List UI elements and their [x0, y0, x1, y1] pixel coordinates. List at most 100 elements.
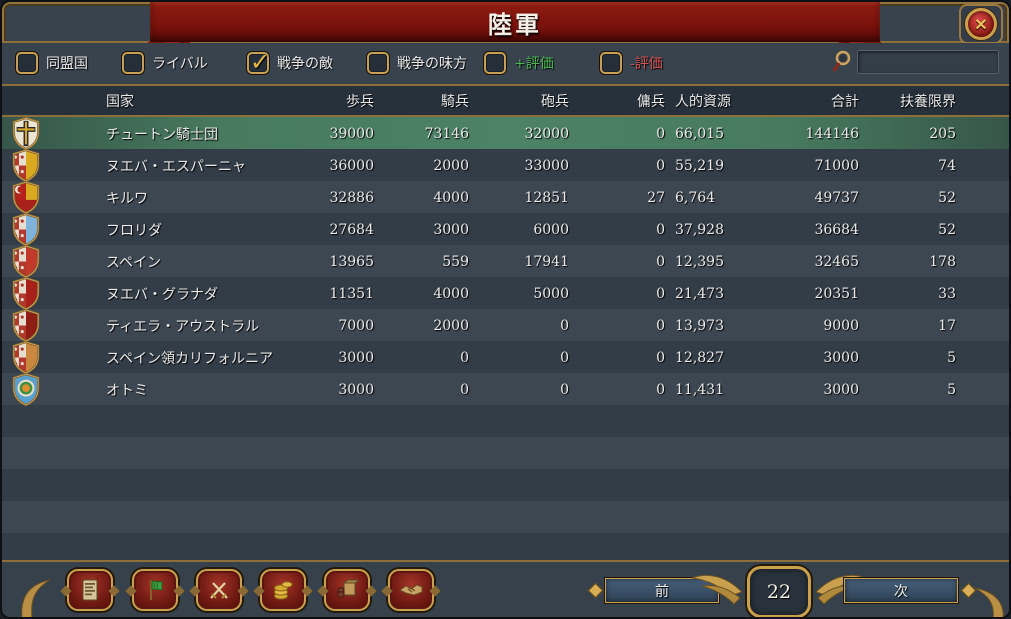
- empty-row: [2, 533, 1009, 560]
- cavalry-value: 4000: [433, 190, 469, 206]
- country-name: ヌエバ・グラナダ: [106, 287, 218, 303]
- table-header: 国家 歩兵 騎兵 砲兵 傭兵 人的資源 合計 扶養限界: [2, 86, 1009, 117]
- filter-checkbox-item[interactable]: ✓ 戦争の味方: [367, 52, 467, 74]
- checkbox[interactable]: ✓: [367, 52, 389, 74]
- country-name: ティエラ・アウストラル: [106, 319, 260, 335]
- table-row[interactable]: スペイン 13965 559 17941 0 12,395 32465 178: [2, 245, 1009, 279]
- checkbox[interactable]: ✓: [16, 52, 38, 74]
- artillery-value: 0: [560, 350, 569, 366]
- infantry-value: 36000: [329, 158, 374, 174]
- handshake-icon: [399, 584, 423, 596]
- force-limit-value: 5: [947, 350, 956, 366]
- infantry-value: 3000: [338, 382, 374, 398]
- country-name: スペイン領カリフォルニア: [106, 351, 274, 367]
- close-button[interactable]: ✕: [959, 4, 1003, 44]
- toolbar-button-economy[interactable]: [260, 569, 306, 611]
- table-row[interactable]: フロリダ 27684 3000 6000 0 37,928 36684 52: [2, 213, 1009, 247]
- manpower-value: 21,473: [675, 286, 724, 302]
- toolbar-button-relations[interactable]: [388, 569, 434, 611]
- prev-arrow-icon[interactable]: [587, 582, 604, 599]
- manpower-value: 6,764: [675, 190, 716, 206]
- toolbar-button-overview[interactable]: [67, 569, 113, 611]
- table-row[interactable]: ヌエバ・エスパーニャ 36000 2000 33000 0 55,219 710…: [2, 149, 1009, 183]
- header-total[interactable]: 合計: [831, 93, 859, 110]
- filter-label: 戦争の敵: [277, 56, 333, 72]
- artillery-value: 6000: [533, 222, 569, 238]
- header-infantry[interactable]: 歩兵: [346, 93, 374, 110]
- corner-flourish-left: [21, 579, 51, 617]
- table-row[interactable]: キルワ 32886 4000 12851 27 6,764 49737 52: [2, 181, 1009, 215]
- manpower-value: 37,928: [675, 222, 724, 238]
- header-country[interactable]: 国家: [106, 93, 134, 110]
- table-row[interactable]: ティエラ・アウストラル 7000 2000 0 0 13,973 9000 17: [2, 309, 1009, 343]
- infantry-value: 39000: [329, 126, 374, 142]
- toolbar-button-political[interactable]: [132, 569, 178, 611]
- table-row[interactable]: オトミ 3000 0 0 0 11,431 3000 5: [2, 373, 1009, 407]
- mercenaries-value: 0: [656, 126, 665, 142]
- filter-label: 同盟国: [46, 56, 88, 72]
- filter-checkbox-item[interactable]: ✓ -評価: [600, 52, 663, 74]
- page-ornament-wing-left: [691, 574, 743, 605]
- infantry-value: 27684: [329, 222, 374, 238]
- header-artillery[interactable]: 砲兵: [541, 93, 569, 110]
- country-name: スペイン: [106, 255, 162, 271]
- mercenaries-value: 0: [656, 318, 665, 334]
- country-shield-icon: [2, 277, 50, 311]
- country-shield-icon: [2, 245, 50, 279]
- filter-checkbox-item[interactable]: ✓ 戦争の敵: [247, 48, 333, 76]
- checkbox[interactable]: ✓: [600, 52, 622, 74]
- cavalry-value: 0: [460, 382, 469, 398]
- mercenaries-value: 0: [656, 286, 665, 302]
- title-bar: 陸軍 ✕: [2, 2, 1009, 58]
- filter-checkbox-item[interactable]: ✓ ライバル: [122, 52, 208, 74]
- country-name: フロリダ: [106, 223, 162, 239]
- next-page-button[interactable]: 次: [844, 578, 958, 603]
- mercenaries-value: 0: [656, 158, 665, 174]
- header-cavalry[interactable]: 騎兵: [441, 93, 469, 110]
- infantry-value: 32886: [329, 190, 374, 206]
- total-value: 20351: [814, 286, 859, 302]
- magnifier-icon: [832, 50, 851, 72]
- country-shield-icon: [2, 373, 50, 407]
- bottom-bar: 前 22 次: [2, 560, 1009, 617]
- empty-row: [2, 469, 1009, 501]
- mercenaries-value: 0: [656, 382, 665, 398]
- table-body: チュートン騎士団 39000 73146 32000 0 66,015 1441…: [2, 117, 1009, 560]
- cavalry-value: 4000: [433, 286, 469, 302]
- manpower-value: 12,827: [675, 350, 724, 366]
- force-limit-value: 74: [938, 158, 956, 174]
- header-manpower[interactable]: 人的資源: [675, 93, 731, 110]
- checkbox[interactable]: ✓: [484, 52, 506, 74]
- empty-row: [2, 437, 1009, 469]
- artillery-value: 32000: [524, 126, 569, 142]
- search-input[interactable]: [857, 50, 999, 74]
- checkbox[interactable]: ✓: [247, 48, 270, 76]
- force-limit-value: 33: [938, 286, 956, 302]
- toolbar-button-trade[interactable]: [324, 569, 370, 611]
- toolbar-button-military[interactable]: [196, 569, 242, 611]
- page-number-frame: 22: [747, 566, 811, 617]
- table-row[interactable]: スペイン領カリフォルニア 3000 0 0 0 12,827 3000 5: [2, 341, 1009, 375]
- cavalry-value: 73146: [424, 126, 469, 142]
- total-value: 9000: [823, 318, 859, 334]
- flag-icon: [150, 580, 163, 600]
- filter-label: 戦争の味方: [397, 56, 467, 72]
- table-row[interactable]: ヌエバ・グラナダ 11351 4000 5000 0 21,473 20351 …: [2, 277, 1009, 311]
- filter-checkbox-item[interactable]: ✓ +評価: [484, 52, 554, 74]
- header-force-limit[interactable]: 扶養限界: [900, 93, 956, 110]
- table-row[interactable]: チュートン騎士団 39000 73146 32000 0 66,015 1441…: [2, 117, 1009, 151]
- cavalry-value: 2000: [433, 158, 469, 174]
- checkbox[interactable]: ✓: [122, 52, 144, 74]
- artillery-value: 17941: [524, 254, 569, 270]
- country-shield-icon: [2, 149, 50, 183]
- total-value: 32465: [814, 254, 859, 270]
- total-value: 144146: [805, 126, 859, 142]
- header-mercenaries[interactable]: 傭兵: [637, 93, 665, 110]
- document-icon: [82, 579, 98, 601]
- filter-checkbox-item[interactable]: ✓ 同盟国: [16, 52, 88, 74]
- cavalry-value: 0: [460, 350, 469, 366]
- mercenaries-value: 0: [656, 222, 665, 238]
- infantry-value: 11351: [329, 286, 374, 302]
- artillery-value: 5000: [533, 286, 569, 302]
